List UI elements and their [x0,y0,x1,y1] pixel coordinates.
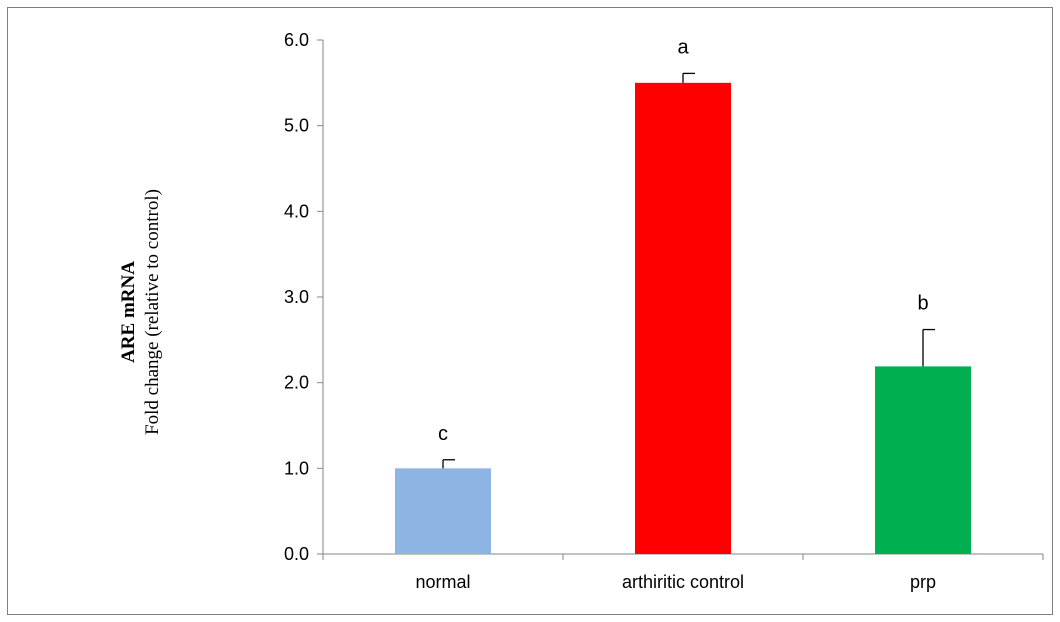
y-axis-label: ARE mRNA Fold change (relative to contro… [118,189,163,435]
y-tick-label: 4.0 [284,201,309,221]
significance-label: b [917,293,928,315]
y-tick-label: 6.0 [284,30,309,50]
x-tick-label: normal [415,572,470,592]
x-tick-label: arthiritic control [622,572,744,592]
significance-label: c [438,423,448,445]
y-tick-label: 2.0 [284,373,309,393]
y-tick-label: 3.0 [284,287,309,307]
bar [635,82,731,554]
significance-label: a [677,36,689,58]
x-tick-label: prp [910,572,936,592]
bar [875,366,971,554]
labels: 0.0 1.0 2.0 3.0 4.0 5.0 6.0 c normal a arthiritic … [284,30,936,592]
y-tick-label: 0.0 [284,544,309,564]
y-axis-label-text: Fold change (relative to control) [142,189,163,435]
y-tick-label: 1.0 [284,458,309,478]
bars [395,72,971,554]
y-tick-label: 5.0 [284,116,309,136]
y-axis-label-bold: ARE mRNA [118,261,139,363]
bar [395,468,491,554]
